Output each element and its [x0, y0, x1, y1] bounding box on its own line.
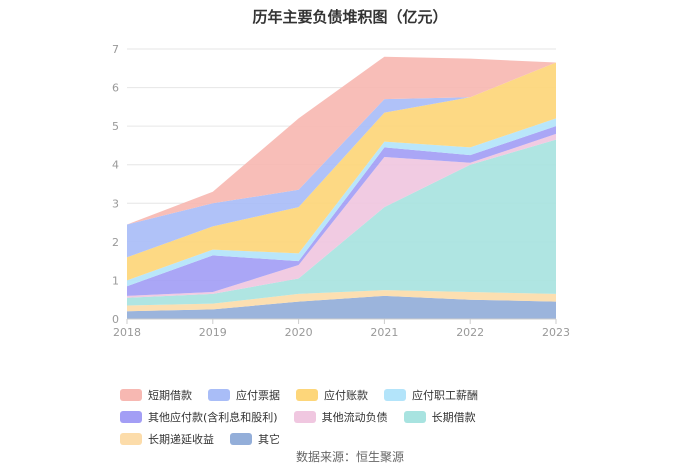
y-tick-label: 5	[112, 120, 119, 133]
y-tick-label: 0	[112, 313, 119, 326]
legend-item[interactable]: 短期借款	[120, 388, 192, 402]
area-series-0	[127, 295, 556, 319]
legend-swatch	[384, 389, 406, 401]
area-series-5	[127, 118, 556, 287]
x-tick-label: 2020	[285, 326, 313, 339]
area-series-4	[127, 126, 556, 296]
legend-label: 应付账款	[324, 389, 368, 402]
area-series-1	[127, 290, 556, 312]
x-tick-label: 2023	[542, 326, 570, 339]
legend-item[interactable]: 其他流动负债	[293, 410, 388, 424]
legend-item[interactable]: 应付职工薪酬	[384, 388, 478, 402]
area-layer	[127, 56, 556, 319]
x-tick-label: 2022	[456, 326, 484, 339]
legend-swatch	[120, 389, 142, 401]
legend-swatch	[293, 411, 316, 423]
area-series-6	[127, 62, 556, 281]
area-series-3	[127, 133, 556, 298]
axis-layer: 0 1 2 3 4 5 6 7 2018 2019 2020 2021 2022 2023	[112, 43, 570, 339]
data-source-text: 数据来源：恒生聚源	[295, 450, 404, 464]
chart-title: 历年主要负债堆积图（亿元）	[252, 8, 448, 26]
area-series-2	[127, 139, 556, 306]
x-tick-label: 2018	[113, 326, 141, 339]
x-tick-label: 2019	[199, 326, 227, 339]
legend-label: 短期借款	[148, 389, 192, 402]
legend-swatch	[296, 389, 318, 401]
legend-label: 长期借款	[431, 411, 476, 424]
y-tick-label: 2	[112, 236, 119, 249]
legend-label: 应付职工薪酬	[412, 389, 478, 402]
legend-item[interactable]: 其它	[230, 432, 280, 446]
legend-swatch	[120, 411, 142, 423]
legend-item[interactable]: 应付账款	[296, 388, 368, 402]
area-series-8	[127, 56, 556, 225]
legend-label: 长期递延收益	[148, 433, 214, 446]
legend-label: 其他流动负债	[321, 411, 388, 424]
area-series-7	[127, 62, 556, 258]
y-tick-label: 6	[112, 82, 119, 95]
legend-item[interactable]: 长期递延收益	[120, 432, 214, 446]
y-tick-label: 4	[112, 159, 119, 172]
legend-item[interactable]: 其他应付款(含利息和股利)	[120, 410, 278, 424]
y-tick-label: 7	[112, 43, 119, 56]
legend-item[interactable]: 长期借款	[403, 410, 476, 424]
legend-label: 其它	[258, 433, 280, 446]
legend-label: 应付票据	[236, 389, 280, 402]
y-tick-label: 3	[112, 197, 119, 210]
y-tick-label: 1	[112, 274, 119, 287]
legend-swatch	[403, 411, 426, 423]
legend-item[interactable]: 应付票据	[208, 388, 280, 402]
x-tick-label: 2021	[370, 326, 398, 339]
legend-swatch	[120, 433, 142, 445]
legend-label: 其他应付款(含利息和股利)	[148, 411, 278, 424]
legend-swatch	[230, 433, 252, 445]
chart-legend: 短期借款 应付票据 应付账款 应付职工薪酬其他应付款(含利息和股利) 其他流动负债 长期借…	[120, 388, 590, 446]
legend-swatch	[208, 389, 230, 401]
